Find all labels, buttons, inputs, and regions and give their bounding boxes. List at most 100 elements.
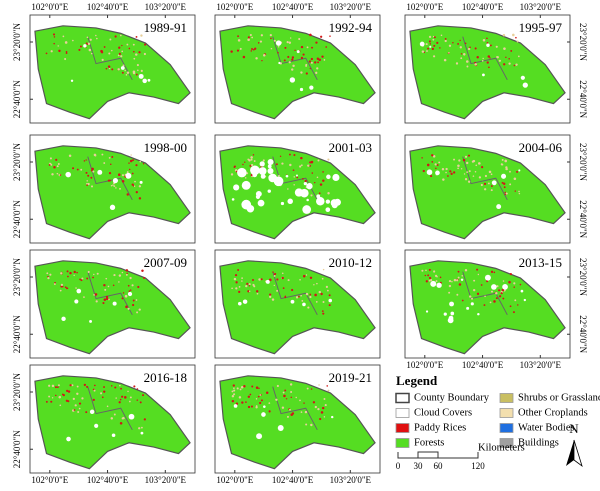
paddy-speckle [120, 55, 123, 58]
paddy-speckle [236, 49, 240, 52]
paddy-speckle [483, 182, 487, 186]
cloud-patch [139, 180, 143, 184]
paddy-speckle [450, 172, 453, 175]
paddy-speckle [133, 57, 136, 60]
paddy-speckle [255, 405, 258, 407]
paddy-speckle [445, 167, 448, 171]
paddy-speckle [58, 49, 61, 53]
cloud-patch [306, 182, 313, 190]
paddy-speckle [288, 41, 292, 44]
paddy-speckle [498, 289, 501, 292]
paddy-speckle [315, 300, 318, 303]
legend-label: Cloud Covers [414, 407, 472, 418]
paddy-speckle [282, 287, 285, 290]
paddy-speckle [289, 383, 293, 386]
paddy-speckle [64, 41, 68, 44]
cloud-patch [273, 176, 284, 187]
paddy-speckle [105, 297, 109, 301]
paddy-speckle [251, 36, 254, 39]
paddy-speckle [126, 43, 129, 46]
paddy-speckle [250, 158, 253, 161]
cloud-patch [246, 204, 255, 213]
paddy-speckle [295, 396, 297, 399]
cloud-patch [241, 180, 251, 190]
paddy-speckle [57, 386, 59, 389]
cloud-patch [429, 45, 432, 48]
paddy-speckle [141, 269, 144, 273]
paddy-speckle [282, 391, 285, 394]
cloud-patch [426, 169, 433, 176]
study-area [409, 260, 566, 355]
paddy-speckle [474, 47, 477, 50]
cloud-patch [477, 312, 480, 316]
paddy-speckle [468, 170, 471, 173]
paddy-speckle [83, 160, 86, 162]
paddy-speckle [277, 46, 280, 48]
paddy-speckle [56, 165, 59, 168]
paddy-speckle [143, 418, 146, 421]
paddy-speckle [142, 163, 145, 165]
paddy-speckle [291, 288, 294, 292]
paddy-speckle [255, 290, 259, 293]
paddy-speckle [275, 398, 278, 401]
paddy-speckle [505, 192, 508, 195]
paddy-speckle [87, 182, 90, 186]
paddy-speckle [255, 398, 258, 400]
paddy-speckle [137, 69, 139, 72]
paddy-speckle [490, 173, 493, 176]
lon-label: 102°40'0"E [87, 2, 129, 12]
paddy-speckle [503, 186, 506, 189]
paddy-speckle [281, 162, 284, 165]
paddy-speckle [519, 283, 522, 286]
paddy-speckle [246, 282, 249, 285]
paddy-speckle [72, 167, 75, 170]
paddy-speckle [238, 285, 241, 288]
paddy-speckle [442, 178, 445, 181]
paddy-speckle [261, 59, 263, 62]
paddy-speckle [289, 37, 292, 39]
paddy-speckle [87, 270, 90, 274]
paddy-speckle [512, 33, 515, 37]
paddy-speckle [488, 66, 490, 69]
paddy-speckle [478, 162, 481, 165]
paddy-speckle [50, 50, 53, 53]
paddy-speckle [509, 305, 512, 308]
cloud-patch [237, 167, 247, 178]
paddy-speckle [101, 396, 104, 399]
cloud-patch [522, 82, 528, 88]
study-area [34, 260, 191, 355]
paddy-speckle [301, 299, 304, 302]
paddy-speckle [135, 191, 138, 194]
paddy-speckle [269, 295, 272, 298]
paddy-speckle [293, 183, 295, 186]
paddy-speckle [441, 168, 445, 171]
paddy-speckle [432, 155, 436, 158]
paddy-speckle [92, 398, 95, 402]
paddy-speckle [307, 306, 310, 309]
paddy-speckle [320, 292, 323, 296]
paddy-speckle [327, 289, 329, 292]
paddy-speckle [108, 172, 112, 175]
paddy-speckle [421, 269, 424, 272]
paddy-speckle [65, 50, 68, 53]
paddy-speckle [281, 406, 285, 409]
paddy-speckle [328, 304, 331, 307]
paddy-speckle [125, 269, 129, 272]
paddy-speckle [508, 280, 511, 284]
paddy-speckle [469, 46, 471, 49]
paddy-speckle [134, 180, 136, 183]
paddy-speckle [428, 35, 432, 39]
paddy-speckle [138, 308, 141, 311]
period-label: 2010-12 [329, 255, 372, 270]
paddy-speckle [136, 63, 139, 67]
paddy-speckle [487, 182, 490, 185]
paddy-speckle [486, 280, 489, 283]
paddy-speckle [504, 191, 506, 194]
paddy-speckle [425, 43, 428, 46]
paddy-speckle [252, 283, 255, 287]
paddy-speckle [458, 283, 462, 286]
paddy-speckle [131, 183, 134, 186]
paddy-speckle [472, 288, 476, 292]
paddy-speckle [270, 37, 272, 40]
paddy-speckle [482, 38, 486, 42]
